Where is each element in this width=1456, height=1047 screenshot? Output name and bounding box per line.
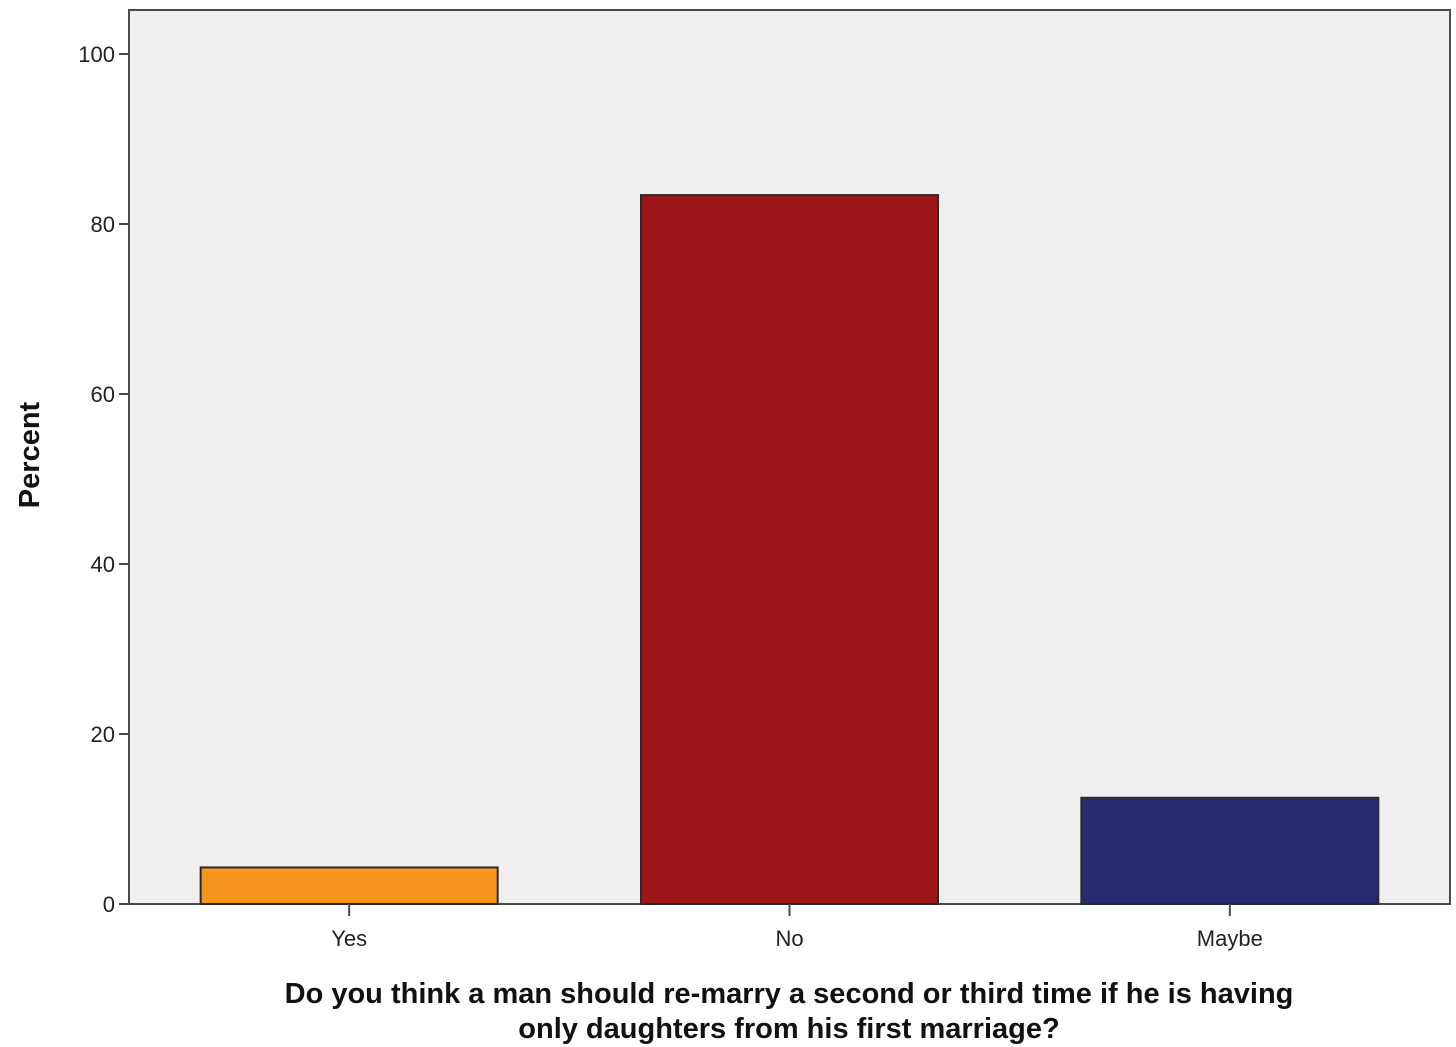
bar-yes [199,866,499,906]
y-tick-label: 20 [91,722,115,747]
bar-no [640,194,939,906]
x-tick-label-no: No [775,926,803,951]
y-tick-label: 80 [91,212,115,237]
y-tick-label: 60 [91,382,115,407]
y-tick-label: 0 [103,892,115,917]
x-axis-ticks: Yes No Maybe [331,904,1263,951]
bars [199,194,1380,906]
x-axis-title-line-2: only daughters from his first marriage? [518,1013,1059,1045]
y-axis-ticks: 0 20 40 60 80 100 [78,42,129,917]
x-axis-title-line-1: Do you think a man should re-marry a sec… [285,978,1294,1010]
x-tick-label-maybe: Maybe [1197,926,1263,951]
y-axis-title: Percent [14,401,46,508]
y-tick-label: 100 [78,42,115,67]
y-tick-label: 40 [91,552,115,577]
bar-maybe [1080,796,1380,905]
x-tick-label-yes: Yes [331,926,367,951]
